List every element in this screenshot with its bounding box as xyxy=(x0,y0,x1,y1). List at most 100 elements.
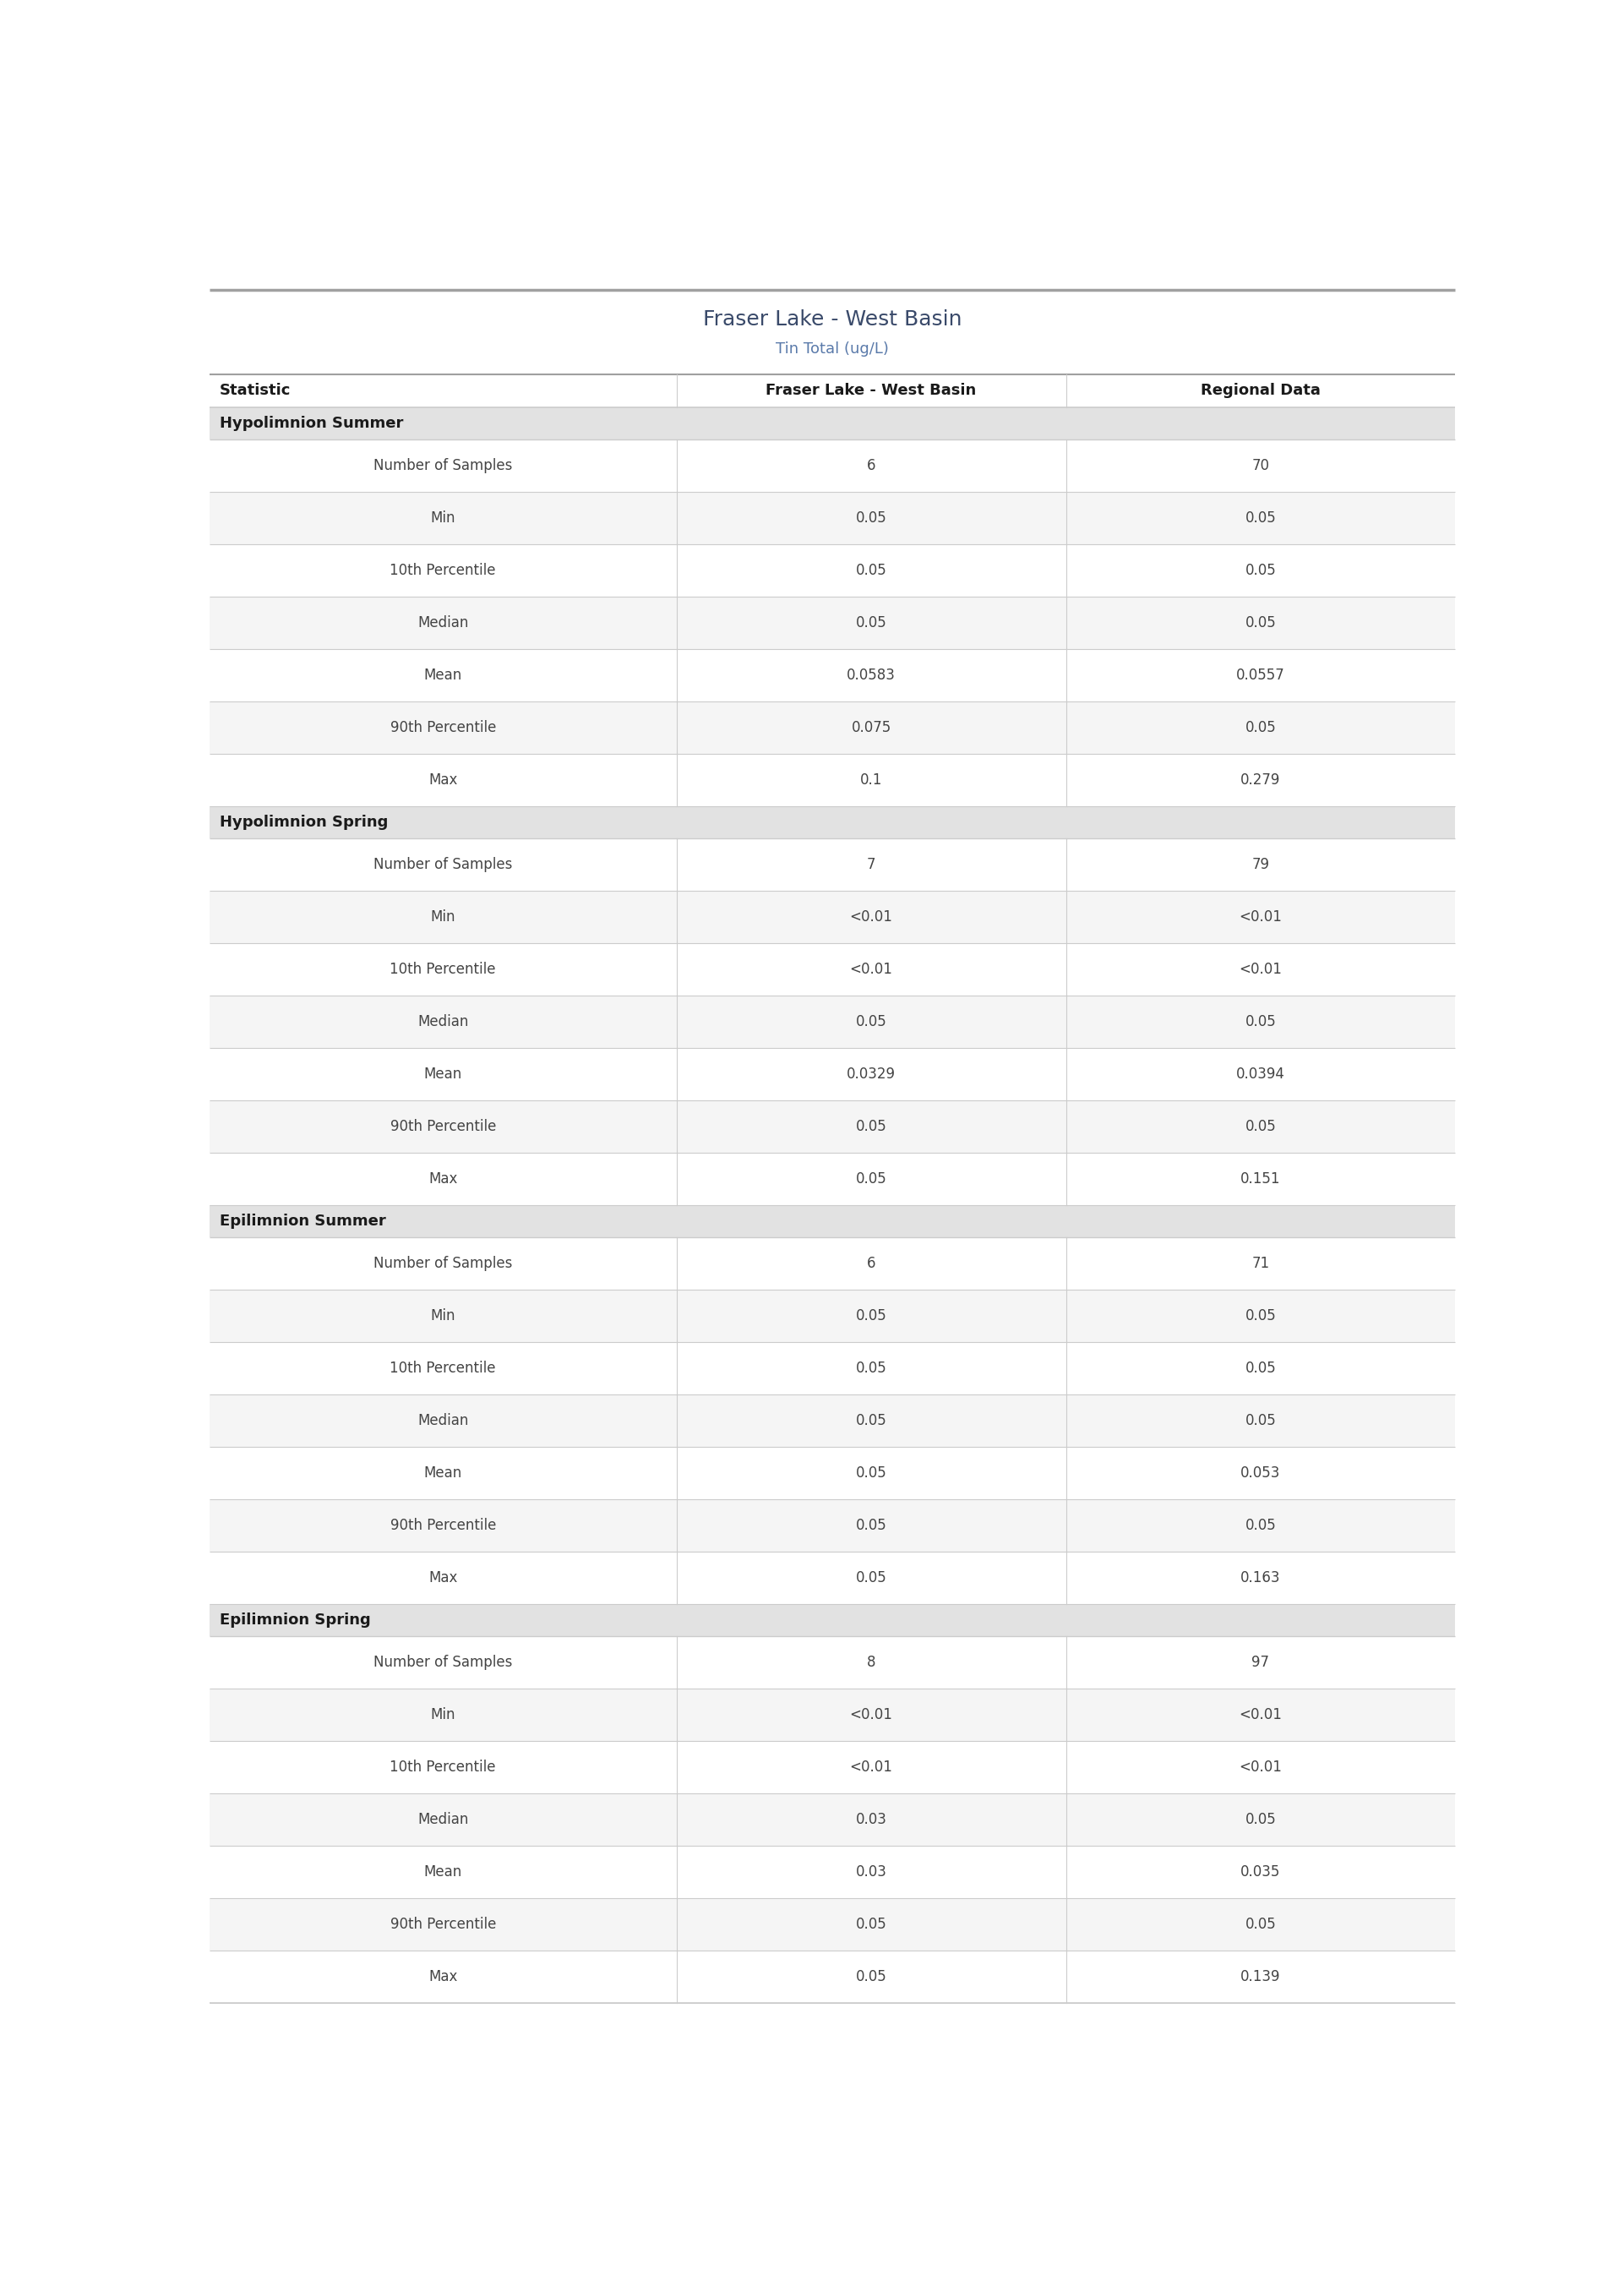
Text: 0.05: 0.05 xyxy=(1246,1308,1276,1323)
Text: Median: Median xyxy=(417,1412,468,1428)
Bar xyxy=(209,1637,1455,1689)
Text: 0.05: 0.05 xyxy=(1246,563,1276,579)
Bar xyxy=(209,1550,1455,1605)
Text: 90th Percentile: 90th Percentile xyxy=(390,1119,495,1135)
Bar xyxy=(209,942,1455,994)
Text: Number of Samples: Number of Samples xyxy=(374,856,512,872)
Text: 0.03: 0.03 xyxy=(856,1864,887,1880)
Text: Max: Max xyxy=(429,1571,458,1584)
Text: 0.05: 0.05 xyxy=(1246,511,1276,524)
Text: 0.05: 0.05 xyxy=(1246,1360,1276,1376)
Text: 10th Percentile: 10th Percentile xyxy=(390,962,495,976)
Text: 0.05: 0.05 xyxy=(856,1519,887,1532)
Text: 0.279: 0.279 xyxy=(1241,772,1281,788)
Text: 0.05: 0.05 xyxy=(1246,720,1276,735)
Text: 0.05: 0.05 xyxy=(1246,615,1276,631)
Text: 0.05: 0.05 xyxy=(1246,1519,1276,1532)
Text: Number of Samples: Number of Samples xyxy=(374,459,512,472)
Text: 90th Percentile: 90th Percentile xyxy=(390,1519,495,1532)
Text: Hypolimnion Spring: Hypolimnion Spring xyxy=(219,815,388,831)
Text: <0.01: <0.01 xyxy=(1239,1759,1281,1775)
Bar xyxy=(209,649,1455,701)
Text: Regional Data: Regional Data xyxy=(1200,384,1320,397)
Text: <0.01: <0.01 xyxy=(849,1759,893,1775)
Text: 0.0394: 0.0394 xyxy=(1236,1067,1285,1081)
Text: <0.01: <0.01 xyxy=(849,1707,893,1723)
Text: 8: 8 xyxy=(867,1655,875,1671)
Text: 97: 97 xyxy=(1252,1655,1270,1671)
Text: Number of Samples: Number of Samples xyxy=(374,1655,512,1671)
Bar xyxy=(209,1205,1455,1237)
Bar xyxy=(209,701,1455,754)
Bar xyxy=(209,994,1455,1049)
Text: 0.05: 0.05 xyxy=(1246,1412,1276,1428)
Text: 90th Percentile: 90th Percentile xyxy=(390,720,495,735)
Text: Fraser Lake - West Basin: Fraser Lake - West Basin xyxy=(703,309,961,329)
Text: Tin Total (ug/L): Tin Total (ug/L) xyxy=(776,340,888,356)
Text: 0.05: 0.05 xyxy=(856,615,887,631)
Text: <0.01: <0.01 xyxy=(849,910,893,924)
Text: Median: Median xyxy=(417,1015,468,1028)
Text: Mean: Mean xyxy=(424,1466,463,1480)
Text: Max: Max xyxy=(429,1171,458,1187)
Text: <0.01: <0.01 xyxy=(1239,962,1281,976)
Text: Epilimnion Summer: Epilimnion Summer xyxy=(219,1214,385,1228)
Bar xyxy=(209,1237,1455,1289)
Bar xyxy=(209,1846,1455,1898)
Bar xyxy=(209,1101,1455,1153)
Text: 71: 71 xyxy=(1252,1255,1270,1271)
Text: Epilimnion Spring: Epilimnion Spring xyxy=(219,1612,370,1628)
Text: 0.035: 0.035 xyxy=(1241,1864,1281,1880)
Text: 0.05: 0.05 xyxy=(856,1968,887,1984)
Text: Max: Max xyxy=(429,1968,458,1984)
Bar xyxy=(209,375,1455,406)
Text: Mean: Mean xyxy=(424,1864,463,1880)
Bar xyxy=(209,1446,1455,1498)
Bar xyxy=(209,1342,1455,1394)
Text: 0.163: 0.163 xyxy=(1241,1571,1281,1584)
Text: Min: Min xyxy=(430,1707,455,1723)
Text: 10th Percentile: 10th Percentile xyxy=(390,1360,495,1376)
Text: Statistic: Statistic xyxy=(219,384,291,397)
Text: 0.05: 0.05 xyxy=(856,1360,887,1376)
Bar xyxy=(209,1898,1455,1950)
Text: 0.05: 0.05 xyxy=(1246,1811,1276,1827)
Text: 0.05: 0.05 xyxy=(1246,1119,1276,1135)
Text: <0.01: <0.01 xyxy=(849,962,893,976)
Bar xyxy=(209,1605,1455,1637)
Text: 6: 6 xyxy=(867,1255,875,1271)
Bar xyxy=(209,1153,1455,1205)
Bar xyxy=(209,1498,1455,1550)
Bar xyxy=(209,493,1455,545)
Text: 90th Percentile: 90th Percentile xyxy=(390,1916,495,1932)
Bar xyxy=(209,806,1455,838)
Text: 0.053: 0.053 xyxy=(1241,1466,1281,1480)
Text: Number of Samples: Number of Samples xyxy=(374,1255,512,1271)
Text: Hypolimnion Summer: Hypolimnion Summer xyxy=(219,415,403,431)
Text: 70: 70 xyxy=(1252,459,1270,472)
Text: Median: Median xyxy=(417,615,468,631)
Bar xyxy=(209,838,1455,890)
Text: 0.05: 0.05 xyxy=(856,511,887,524)
Bar xyxy=(209,1950,1455,2002)
Text: 10th Percentile: 10th Percentile xyxy=(390,563,495,579)
Text: 0.05: 0.05 xyxy=(1246,1015,1276,1028)
Bar xyxy=(209,1049,1455,1101)
Text: <0.01: <0.01 xyxy=(1239,1707,1281,1723)
Text: 0.05: 0.05 xyxy=(856,1015,887,1028)
Bar xyxy=(209,1689,1455,1741)
Text: Min: Min xyxy=(430,910,455,924)
Text: Min: Min xyxy=(430,1308,455,1323)
Text: 0.1: 0.1 xyxy=(861,772,882,788)
Text: 0.151: 0.151 xyxy=(1241,1171,1281,1187)
Bar xyxy=(209,440,1455,493)
Text: 0.05: 0.05 xyxy=(856,1466,887,1480)
Text: Median: Median xyxy=(417,1811,468,1827)
Text: 0.05: 0.05 xyxy=(856,1571,887,1584)
Text: 0.05: 0.05 xyxy=(856,1308,887,1323)
Text: 0.139: 0.139 xyxy=(1241,1968,1281,1984)
Text: 0.05: 0.05 xyxy=(856,1412,887,1428)
Bar xyxy=(209,406,1455,440)
Text: Fraser Lake - West Basin: Fraser Lake - West Basin xyxy=(767,384,976,397)
Text: 6: 6 xyxy=(867,459,875,472)
